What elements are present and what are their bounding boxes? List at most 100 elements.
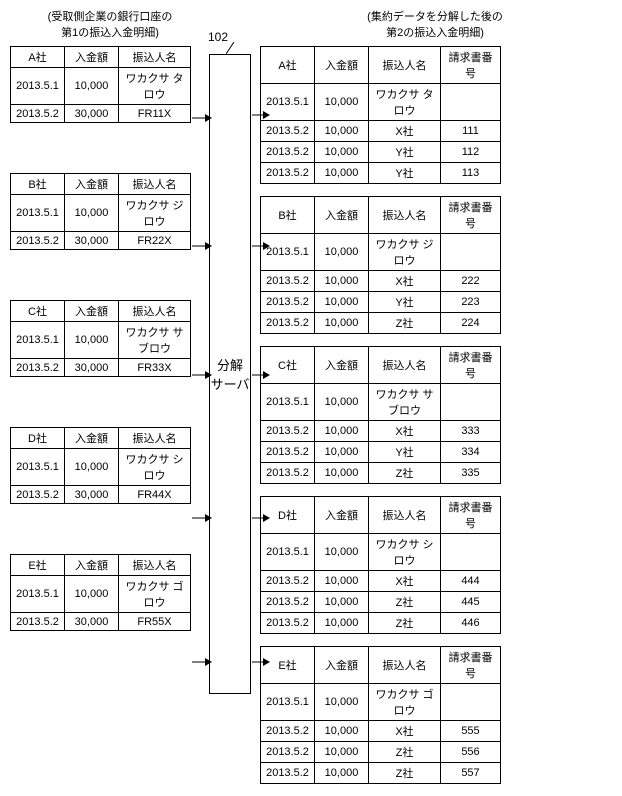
table-cell: 10,000: [315, 84, 369, 121]
right-table-block: A社入金額振込人名請求書番号2013.5.110,000ワカクサ タロウ2013…: [260, 46, 606, 184]
table-row: 2013.5.210,000Y社334: [261, 442, 501, 463]
table-header-cell: 振込人名: [119, 555, 191, 576]
table-cell: 111: [441, 121, 501, 142]
table-cell: 10,000: [65, 449, 119, 486]
right-table-block: B社入金額振込人名請求書番号2013.5.110,000ワカクサ ジロウ2013…: [260, 196, 606, 334]
table-row: 2013.5.210,000X社444: [261, 571, 501, 592]
table-header-cell: 振込人名: [369, 497, 441, 534]
left-table-block: A社入金額振込人名2013.5.110,000ワカクサ タロウ2013.5.23…: [10, 46, 196, 123]
right-table: D社入金額振込人名請求書番号2013.5.110,000ワカクサ シロウ2013…: [260, 496, 501, 634]
table-header-cell: E社: [11, 555, 65, 576]
table-cell: 10,000: [315, 121, 369, 142]
table-cell: 2013.5.2: [11, 613, 65, 631]
table-cell: 2013.5.2: [11, 359, 65, 377]
table-cell: 334: [441, 442, 501, 463]
table-header-cell: C社: [11, 301, 65, 322]
table-cell: FR33X: [119, 359, 191, 377]
table-cell: 30,000: [65, 486, 119, 504]
table-cell: 222: [441, 271, 501, 292]
table-header-cell: 入金額: [315, 647, 369, 684]
table-cell: 2013.5.1: [261, 84, 315, 121]
table-cell: 2013.5.2: [261, 763, 315, 784]
table-row: 2013.5.210,000Y社112: [261, 142, 501, 163]
table-cell: 557: [441, 763, 501, 784]
table-cell: 2013.5.2: [261, 163, 315, 184]
table-cell: 2013.5.2: [261, 142, 315, 163]
left-table: E社入金額振込人名2013.5.110,000ワカクサ ゴロウ2013.5.23…: [10, 554, 191, 631]
right-table-block: C社入金額振込人名請求書番号2013.5.110,000ワカクサ サブロウ201…: [260, 346, 606, 484]
table-cell: [441, 384, 501, 421]
table-header-cell: 請求書番号: [441, 647, 501, 684]
table-cell: 224: [441, 313, 501, 334]
table-cell: FR44X: [119, 486, 191, 504]
table-row: 2013.5.210,000Z社556: [261, 742, 501, 763]
table-cell: ワカクサ サブロウ: [119, 322, 191, 359]
table-cell: 10,000: [315, 442, 369, 463]
table-header-cell: 振込人名: [369, 197, 441, 234]
table-cell: X社: [369, 571, 441, 592]
table-cell: 10,000: [65, 576, 119, 613]
table-cell: ワカクサ タロウ: [369, 84, 441, 121]
table-cell: 10,000: [315, 234, 369, 271]
table-cell: 10,000: [315, 421, 369, 442]
table-row: 2013.5.210,000Z社445: [261, 592, 501, 613]
table-cell: Y社: [369, 142, 441, 163]
table-cell: 445: [441, 592, 501, 613]
table-cell: 2013.5.1: [11, 195, 65, 232]
table-cell: ワカクサ シロウ: [119, 449, 191, 486]
right-caption: (集約データを分解した後の 第2の振込入金明細): [260, 8, 610, 40]
table-cell: ワカクサ ゴロウ: [369, 684, 441, 721]
left-table: B社入金額振込人名2013.5.110,000ワカクサ ジロウ2013.5.23…: [10, 173, 191, 250]
table-header-cell: 振込人名: [369, 647, 441, 684]
center-column: 102 分解 サーバ: [200, 0, 260, 748]
left-caption: (受取側企業の銀行口座の 第1の振込入金明細): [10, 8, 210, 40]
table-cell: Z社: [369, 742, 441, 763]
table-cell: 113: [441, 163, 501, 184]
left-column: (受取側企業の銀行口座の 第1の振込入金明細) A社入金額振込人名2013.5.…: [0, 0, 200, 748]
table-row: 2013.5.210,000Z社446: [261, 613, 501, 634]
table-cell: ワカクサ ゴロウ: [119, 576, 191, 613]
table-cell: [441, 84, 501, 121]
table-cell: 2013.5.1: [11, 68, 65, 105]
left-table: A社入金額振込人名2013.5.110,000ワカクサ タロウ2013.5.23…: [10, 46, 191, 123]
table-row: 2013.5.230,000FR22X: [11, 232, 191, 250]
table-row: 2013.5.110,000ワカクサ ゴロウ: [261, 684, 501, 721]
table-row: 2013.5.210,000Z社224: [261, 313, 501, 334]
table-row: 2013.5.110,000ワカクサ タロウ: [261, 84, 501, 121]
table-cell: [441, 534, 501, 571]
table-cell: 30,000: [65, 105, 119, 123]
table-cell: 335: [441, 463, 501, 484]
table-cell: X社: [369, 271, 441, 292]
table-cell: 10,000: [315, 384, 369, 421]
table-cell: 10,000: [315, 684, 369, 721]
table-cell: 10,000: [315, 142, 369, 163]
right-table: B社入金額振込人名請求書番号2013.5.110,000ワカクサ ジロウ2013…: [260, 196, 501, 334]
table-header-cell: E社: [261, 647, 315, 684]
table-cell: 10,000: [315, 271, 369, 292]
table-cell: 2013.5.1: [261, 234, 315, 271]
table-cell: 2013.5.1: [261, 384, 315, 421]
table-cell: 10,000: [315, 592, 369, 613]
table-cell: Y社: [369, 442, 441, 463]
table-cell: ワカクサ タロウ: [119, 68, 191, 105]
right-column: (集約データを分解した後の 第2の振込入金明細) A社入金額振込人名請求書番号2…: [260, 0, 610, 748]
table-cell: 2013.5.2: [261, 571, 315, 592]
table-header-cell: 入金額: [315, 497, 369, 534]
server-number: 102: [208, 30, 228, 44]
table-cell: Y社: [369, 292, 441, 313]
table-cell: 10,000: [315, 763, 369, 784]
table-cell: 10,000: [315, 463, 369, 484]
table-cell: 10,000: [315, 742, 369, 763]
table-row: 2013.5.210,000X社111: [261, 121, 501, 142]
table-row: 2013.5.110,000ワカクサ サブロウ: [261, 384, 501, 421]
table-header-cell: 振込人名: [119, 428, 191, 449]
table-header-cell: 入金額: [65, 174, 119, 195]
table-cell: Y社: [369, 163, 441, 184]
table-header-cell: D社: [11, 428, 65, 449]
table-cell: 10,000: [315, 534, 369, 571]
table-header-cell: 入金額: [65, 301, 119, 322]
table-cell: 223: [441, 292, 501, 313]
table-row: 2013.5.210,000X社222: [261, 271, 501, 292]
right-table-block: E社入金額振込人名請求書番号2013.5.110,000ワカクサ ゴロウ 2013…: [260, 646, 606, 784]
table-cell: 2013.5.1: [11, 322, 65, 359]
